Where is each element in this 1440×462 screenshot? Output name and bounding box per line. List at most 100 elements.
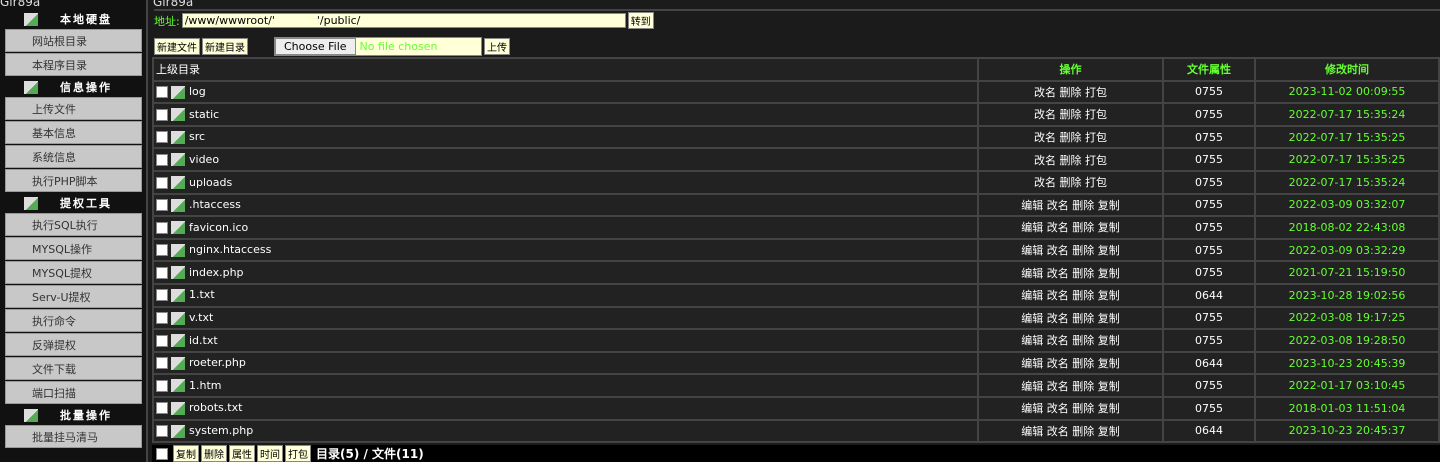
row-perm[interactable]: 0644: [1162, 350, 1256, 376]
file-name-link[interactable]: favicon.ico: [189, 220, 249, 234]
row-checkbox[interactable]: [156, 131, 168, 144]
row-perm[interactable]: 0755: [1162, 395, 1256, 421]
row-time[interactable]: 2023-10-23 20:45:39: [1254, 350, 1440, 376]
row-actions[interactable]: 编辑 改名 删除 复制: [977, 260, 1164, 285]
upload-button[interactable]: 上传: [484, 38, 510, 55]
file-name-link[interactable]: uploads: [189, 175, 233, 189]
footer-button[interactable]: 打包: [285, 445, 311, 462]
sidebar-item[interactable]: 执行SQL执行: [5, 213, 142, 236]
file-name-link[interactable]: robots.txt: [189, 401, 243, 415]
sidebar-item[interactable]: 端口扫描: [5, 381, 142, 404]
row-checkbox[interactable]: [156, 221, 168, 234]
select-all-checkbox[interactable]: [156, 447, 168, 460]
row-checkbox[interactable]: [156, 402, 168, 415]
sidebar-item[interactable]: 系统信息: [5, 145, 142, 168]
sidebar-item[interactable]: MYSQL提权: [5, 261, 142, 284]
footer-button[interactable]: 复制: [173, 445, 199, 462]
row-actions[interactable]: 编辑 改名 删除 复制: [977, 328, 1164, 353]
footer-button[interactable]: 时间: [257, 445, 283, 462]
row-time[interactable]: 2022-01-17 03:10:45: [1254, 373, 1440, 398]
row-time[interactable]: 2018-08-02 22:43:08: [1254, 215, 1440, 240]
row-perm[interactable]: 0755: [1162, 305, 1256, 331]
new-dir-button[interactable]: 新建目录: [202, 38, 248, 55]
row-time[interactable]: 2018-01-03 11:51:04: [1254, 395, 1440, 421]
row-perm[interactable]: 0755: [1162, 169, 1256, 195]
row-perm[interactable]: 0755: [1162, 237, 1256, 263]
file-input[interactable]: Choose File No file chosen: [274, 37, 482, 56]
row-actions[interactable]: 编辑 改名 删除 复制: [977, 305, 1164, 331]
sidebar-item[interactable]: Serv-U提权: [5, 285, 142, 308]
file-name-link[interactable]: nginx.htaccess: [189, 243, 272, 257]
row-checkbox[interactable]: [156, 379, 168, 392]
row-actions[interactable]: 编辑 改名 删除 复制: [977, 373, 1164, 398]
row-actions[interactable]: 编辑 改名 删除 复制: [977, 395, 1164, 421]
row-time[interactable]: 2023-11-02 00:09:55: [1254, 79, 1440, 105]
go-button[interactable]: 转到: [627, 12, 654, 29]
row-perm[interactable]: 0755: [1162, 373, 1256, 398]
file-name-link[interactable]: static: [189, 107, 220, 121]
row-checkbox[interactable]: [156, 244, 168, 257]
row-perm[interactable]: 0755: [1162, 328, 1256, 353]
choose-file-button[interactable]: Choose File: [275, 38, 356, 55]
row-checkbox[interactable]: [156, 86, 168, 99]
row-actions[interactable]: 编辑 改名 删除 复制: [977, 418, 1164, 444]
row-checkbox[interactable]: [156, 425, 168, 438]
row-checkbox[interactable]: [156, 199, 168, 212]
file-name-link[interactable]: v.txt: [189, 311, 214, 325]
sidebar-item[interactable]: 执行命令: [5, 309, 142, 332]
row-time[interactable]: 2022-03-08 19:28:50: [1254, 328, 1440, 353]
footer-button[interactable]: 删除: [201, 445, 227, 462]
row-perm[interactable]: 0755: [1162, 147, 1256, 172]
row-perm[interactable]: 0644: [1162, 282, 1256, 308]
row-perm[interactable]: 0755: [1162, 124, 1256, 150]
sidebar-item[interactable]: 文件下载: [5, 357, 142, 380]
sidebar-item[interactable]: 执行PHP脚本: [5, 169, 142, 192]
parent-dir-link[interactable]: 上级目录: [152, 57, 979, 82]
row-checkbox[interactable]: [156, 357, 168, 370]
row-checkbox[interactable]: [156, 108, 168, 121]
row-time[interactable]: 2022-07-17 15:35:24: [1254, 102, 1440, 127]
row-checkbox[interactable]: [156, 266, 168, 279]
sidebar-item[interactable]: 网站根目录: [5, 29, 142, 52]
row-time[interactable]: 2022-03-08 19:17:25: [1254, 305, 1440, 331]
row-actions[interactable]: 改名 删除 打包: [977, 79, 1164, 105]
row-time[interactable]: 2022-07-17 15:35:25: [1254, 147, 1440, 172]
address-input[interactable]: [181, 13, 626, 28]
file-name-link[interactable]: .htaccess: [189, 198, 241, 212]
row-perm[interactable]: 0755: [1162, 79, 1256, 105]
row-perm[interactable]: 0755: [1162, 102, 1256, 127]
row-actions[interactable]: 改名 删除 打包: [977, 124, 1164, 150]
footer-button[interactable]: 属性: [229, 445, 255, 462]
row-time[interactable]: 2023-10-28 19:02:56: [1254, 282, 1440, 308]
sidebar-item[interactable]: 上传文件: [5, 97, 142, 120]
file-name-link[interactable]: roeter.php: [189, 356, 246, 370]
file-name-link[interactable]: 1.txt: [189, 288, 215, 302]
row-perm[interactable]: 0755: [1162, 260, 1256, 285]
file-name-link[interactable]: 1.htm: [189, 378, 222, 392]
row-perm[interactable]: 0755: [1162, 192, 1256, 218]
row-time[interactable]: 2023-10-23 20:45:37: [1254, 418, 1440, 444]
sidebar-item[interactable]: MYSQL操作: [5, 237, 142, 260]
row-time[interactable]: 2022-07-17 15:35:24: [1254, 169, 1440, 195]
sidebar-item[interactable]: 基本信息: [5, 121, 142, 144]
file-name-link[interactable]: video: [189, 152, 220, 166]
file-name-link[interactable]: log: [189, 85, 206, 99]
row-actions[interactable]: 编辑 改名 删除 复制: [977, 350, 1164, 376]
file-name-link[interactable]: index.php: [189, 265, 244, 279]
row-actions[interactable]: 编辑 改名 删除 复制: [977, 215, 1164, 240]
row-checkbox[interactable]: [156, 334, 168, 347]
row-actions[interactable]: 编辑 改名 删除 复制: [977, 237, 1164, 263]
row-actions[interactable]: 改名 删除 打包: [977, 147, 1164, 172]
row-actions[interactable]: 改名 删除 打包: [977, 169, 1164, 195]
row-actions[interactable]: 编辑 改名 删除 复制: [977, 192, 1164, 218]
row-actions[interactable]: 改名 删除 打包: [977, 102, 1164, 127]
file-name-link[interactable]: system.php: [189, 424, 254, 438]
file-name-link[interactable]: src: [189, 130, 206, 144]
row-perm[interactable]: 0644: [1162, 418, 1256, 444]
sidebar-item[interactable]: 批量挂马清马: [5, 425, 142, 448]
row-checkbox[interactable]: [156, 312, 168, 325]
row-checkbox[interactable]: [156, 289, 168, 302]
new-file-button[interactable]: 新建文件: [154, 38, 200, 55]
sidebar-item[interactable]: 反弹提权: [5, 333, 142, 356]
row-perm[interactable]: 0755: [1162, 215, 1256, 240]
